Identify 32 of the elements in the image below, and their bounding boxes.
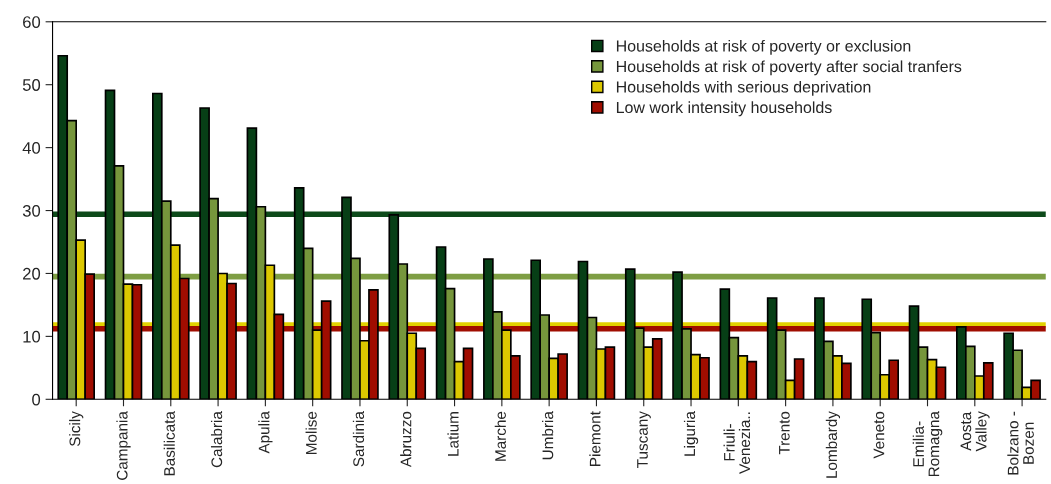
y-tick-label: 0	[32, 393, 41, 406]
x-tick-label: Basilicata	[163, 411, 175, 476]
x-tick-label: Umbria	[542, 411, 554, 460]
y-tick-label: 10	[23, 330, 41, 343]
x-tick-label: Bolzano - Bozen	[1007, 411, 1034, 475]
x-tick-label: Tuscany	[637, 411, 651, 468]
x-tick-label: Sardinia	[352, 411, 365, 467]
x-tick-label: Veneto	[873, 411, 885, 459]
y-tick-label: 30	[22, 204, 41, 217]
x-tick-label: Apulia	[258, 411, 273, 454]
legend-label: Households at risk of poverty after social tranfers	[616, 60, 962, 76]
y-tick-label: 60	[23, 16, 41, 28]
x-tick-label: Trento	[779, 411, 790, 455]
x-tick-label: Liguria	[683, 411, 699, 456]
y-tick-label: 20	[23, 267, 41, 280]
x-tick-label: Calabria	[210, 411, 223, 468]
x-tick-label: Lombardy	[825, 411, 841, 478]
x-tick-label: Piemont	[589, 411, 601, 466]
y-tick-label: 40	[22, 142, 41, 154]
y-tick-label: 50	[22, 79, 41, 91]
x-tick-label: Marche	[494, 411, 506, 461]
x-tick-label: Emilia- Romagna	[912, 411, 943, 477]
x-tick-label: Aosta Valley	[960, 411, 990, 452]
x-tick-label: Sicily	[69, 411, 84, 447]
legend-label: Low work intensity households	[616, 101, 832, 117]
x-tick-label: Latium	[447, 412, 459, 456]
x-tick-label: Friuli- Venezia..	[723, 412, 751, 474]
x-tick-label: Molise	[305, 411, 317, 454]
legend-label: Households at risk of poverty or exclusion	[616, 39, 911, 55]
legend-label: Households with serious deprivation	[616, 80, 871, 96]
x-tick-label: Campania	[116, 411, 131, 480]
x-tick-label: Abruzzo	[400, 411, 412, 468]
